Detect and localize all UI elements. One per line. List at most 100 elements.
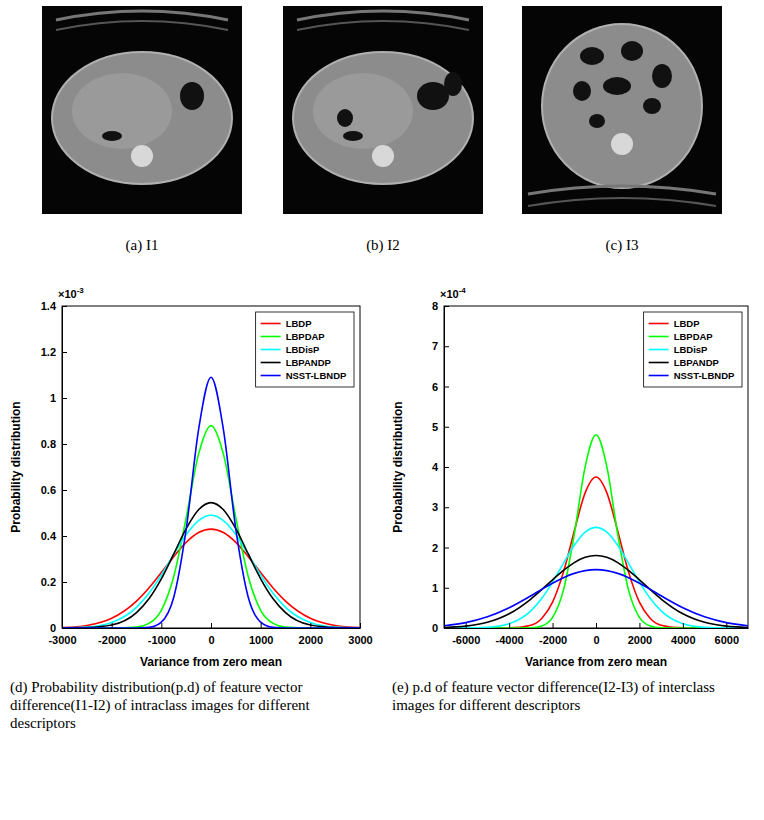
table-arc bbox=[297, 11, 469, 20]
x-tick: 1000 bbox=[249, 623, 273, 646]
gas bbox=[180, 82, 204, 110]
y-tick-mark bbox=[62, 398, 67, 399]
series-line bbox=[444, 570, 748, 626]
y-tick-label: 0 bbox=[432, 622, 438, 634]
y-tick-mark bbox=[444, 628, 449, 629]
legend-label: LBDisP bbox=[286, 344, 320, 355]
caption-line: descriptors bbox=[10, 715, 76, 731]
table-arc bbox=[528, 198, 716, 206]
x-tick: -1000 bbox=[148, 623, 176, 646]
x-tick: 4000 bbox=[671, 623, 695, 646]
series-line bbox=[444, 527, 748, 628]
y-tick: 0.2 bbox=[41, 576, 67, 588]
legend-label: NSST-LBNDP bbox=[674, 370, 735, 381]
x-tick-label: -2000 bbox=[98, 634, 126, 646]
x-tick: 0 bbox=[593, 623, 599, 646]
y-tick-label: 1 bbox=[432, 582, 438, 594]
gas bbox=[580, 47, 604, 65]
x-tick: -2000 bbox=[98, 623, 126, 646]
x-tick-mark bbox=[596, 623, 597, 628]
legend-label: LBPDAP bbox=[286, 331, 326, 342]
gas bbox=[573, 81, 591, 101]
multiplier-exponent: -4 bbox=[459, 286, 467, 295]
image-caption: (b) I2 bbox=[366, 237, 400, 254]
legend-swatch bbox=[261, 362, 281, 364]
series-line bbox=[62, 503, 360, 628]
gas bbox=[589, 114, 605, 128]
legend-entry: NSST-LBNDP bbox=[649, 370, 735, 381]
y-axis-title: Probability distribution bbox=[391, 401, 405, 532]
x-tick: -6000 bbox=[452, 623, 480, 646]
y-tick: 0 bbox=[432, 622, 449, 634]
x-tick-mark bbox=[553, 623, 554, 628]
y-tick-label: 1 bbox=[50, 392, 56, 404]
gas bbox=[444, 72, 462, 96]
image-caption: (a) I1 bbox=[126, 237, 159, 254]
legend-swatch bbox=[649, 323, 669, 325]
x-tick-label: -2000 bbox=[539, 634, 567, 646]
y-tick-mark bbox=[444, 507, 449, 508]
ct-image bbox=[283, 6, 483, 214]
series-line bbox=[444, 435, 748, 628]
legend-entry: NSST-LBNDP bbox=[261, 370, 347, 381]
x-tick-label: 0 bbox=[593, 634, 599, 646]
y-tick-mark bbox=[62, 490, 67, 491]
gas bbox=[337, 109, 353, 127]
legend-label: LBPDAP bbox=[674, 331, 714, 342]
x-tick-mark bbox=[726, 623, 727, 628]
y-tick: 1.4 bbox=[41, 300, 67, 312]
gas bbox=[652, 64, 672, 88]
y-axis: 012345678 bbox=[432, 300, 449, 634]
y-tick: 3 bbox=[432, 501, 449, 513]
y-tick-mark bbox=[444, 346, 449, 347]
legend-swatch bbox=[261, 375, 281, 377]
x-tick-label: -1000 bbox=[148, 634, 176, 646]
y-tick: 0.6 bbox=[41, 484, 67, 496]
table-arc bbox=[56, 21, 228, 30]
x-axis-line bbox=[445, 628, 749, 629]
chart: -6000-4000-20000200040006000012345678×10… bbox=[391, 286, 749, 713]
y-tick-mark bbox=[444, 548, 449, 549]
legend-swatch bbox=[261, 336, 281, 338]
x-axis-title: Variance from zero mean bbox=[140, 655, 282, 669]
y-tick: 7 bbox=[432, 340, 449, 352]
image-background bbox=[522, 6, 722, 214]
y-tick-label: 0.2 bbox=[41, 576, 56, 588]
organ bbox=[72, 73, 172, 149]
y-axis-title: Probability distribution bbox=[9, 401, 23, 532]
x-tick-mark bbox=[310, 623, 311, 628]
legend-box bbox=[644, 312, 742, 387]
y-tick: 6 bbox=[432, 381, 449, 393]
x-tick-label: 2000 bbox=[628, 634, 652, 646]
legend-entry: LBPDAP bbox=[261, 331, 326, 342]
y-tick-label: 2 bbox=[432, 542, 438, 554]
ct-image bbox=[42, 6, 242, 214]
x-tick: 0 bbox=[208, 623, 214, 646]
x-tick-label: 4000 bbox=[671, 634, 695, 646]
lines bbox=[444, 435, 748, 628]
series-line bbox=[444, 477, 748, 628]
y-tick-label: 0.6 bbox=[41, 484, 56, 496]
legend-box bbox=[256, 312, 354, 387]
legend-entry: LBDisP bbox=[261, 344, 320, 355]
y-tick-mark bbox=[62, 352, 67, 353]
legend-swatch bbox=[261, 323, 281, 325]
y-tick-label: 5 bbox=[432, 421, 438, 433]
series-line bbox=[444, 556, 748, 628]
y-tick-label: 0 bbox=[50, 622, 56, 634]
caption-line: images for different descriptors bbox=[392, 697, 581, 713]
caption-line: (e) p.d of feature vector difference(I2-… bbox=[392, 679, 715, 696]
multiplier-base: ×10 bbox=[440, 288, 459, 300]
y-tick-mark bbox=[444, 387, 449, 388]
x-tick: -2000 bbox=[539, 623, 567, 646]
legend-label: NSST-LBNDP bbox=[286, 370, 347, 381]
table-arc bbox=[528, 186, 716, 194]
y-tick: 0.8 bbox=[41, 438, 67, 450]
y-tick-label: 1.2 bbox=[41, 346, 56, 358]
caption-line: (d) Probability distribution(p.d) of fea… bbox=[10, 679, 302, 696]
x-axis: -3000-2000-10000100020003000 bbox=[48, 623, 372, 646]
y-tick-mark bbox=[444, 467, 449, 468]
lines bbox=[62, 377, 360, 628]
y-tick: 8 bbox=[432, 300, 449, 312]
spine bbox=[611, 133, 633, 155]
